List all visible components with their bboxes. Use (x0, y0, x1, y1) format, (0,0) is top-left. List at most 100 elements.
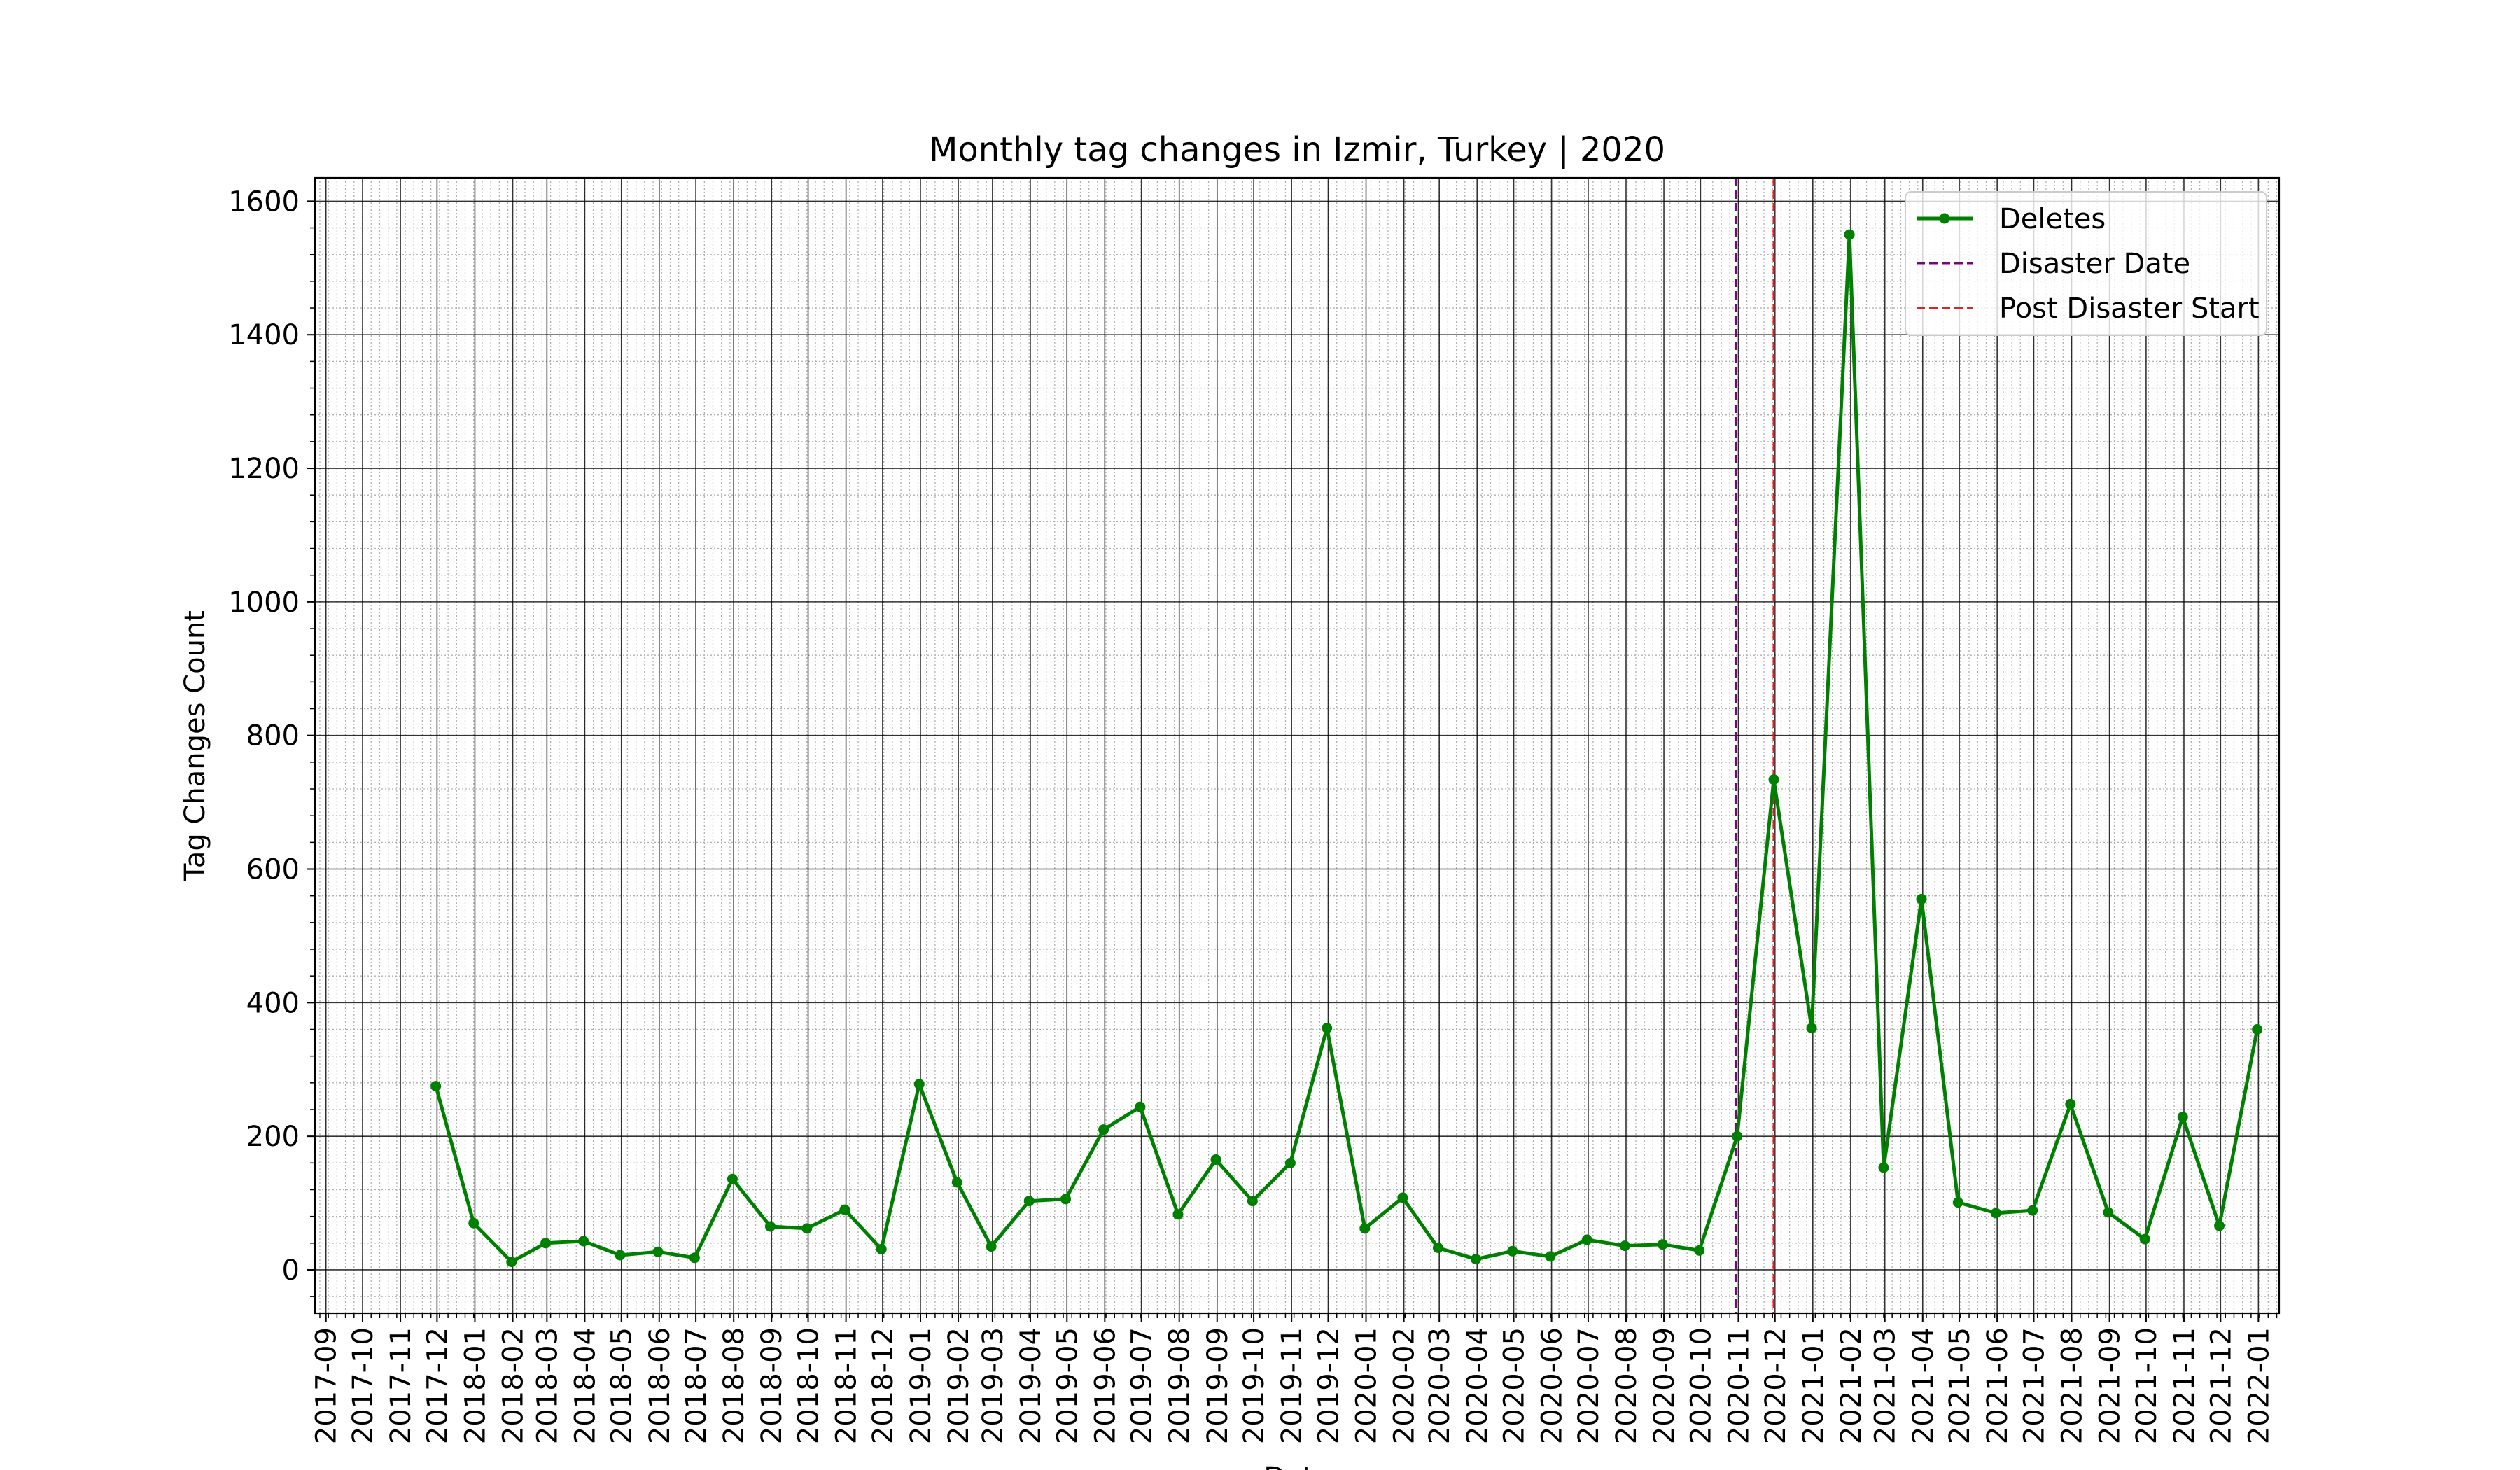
x-tick-label: 2019-03 (977, 1327, 1009, 1444)
x-tick-label: 2021-11 (2169, 1327, 2201, 1444)
data-point (1322, 1023, 1333, 1034)
data-point (689, 1252, 700, 1264)
data-point (1990, 1208, 2001, 1219)
x-tick-label: 2020-04 (1462, 1327, 1494, 1444)
legend-marker-deletes (1939, 213, 1950, 224)
data-point (506, 1256, 517, 1268)
data-point (1732, 1130, 1743, 1142)
x-tick-label: 2020-03 (1424, 1327, 1456, 1444)
data-point (1507, 1245, 1518, 1256)
x-tick-label: 2018-08 (718, 1327, 750, 1444)
data-point (1284, 1157, 1296, 1168)
x-tick-label: 2021-10 (2131, 1327, 2163, 1444)
x-tick-label: 2017-11 (385, 1327, 417, 1444)
data-point (802, 1223, 813, 1234)
x-tick-label: 2020-11 (1723, 1327, 1755, 1444)
x-tick-label: 2020-02 (1389, 1327, 1421, 1444)
y-tick-label: 0 (282, 1254, 300, 1287)
data-point (986, 1241, 997, 1252)
x-tick-label: 2018-04 (569, 1327, 601, 1444)
series-line-deletes (434, 232, 2260, 1264)
legend: Deletes Disaster Date Post Disaster Start (1905, 191, 2267, 336)
x-tick-label: 2019-07 (1126, 1327, 1158, 1444)
data-point (2252, 1024, 2263, 1035)
x-tick-label: 2021-06 (1982, 1327, 2014, 1444)
data-point (652, 1246, 664, 1257)
y-axis: 0 200 400 600 800 1000 1200 1400 1600 (228, 186, 315, 1297)
data-point (1172, 1209, 1184, 1220)
x-axis-label: Date (1264, 1462, 1331, 1470)
data-point (2139, 1233, 2150, 1245)
data-point (2103, 1207, 2114, 1218)
x-tick-label: 2019-11 (1276, 1327, 1308, 1444)
data-point (1952, 1197, 1963, 1208)
x-tick-label: 2018-02 (498, 1327, 530, 1444)
x-tick-label: 2018-07 (680, 1327, 713, 1444)
data-point (1470, 1254, 1481, 1265)
x-tick-label: 2018-06 (644, 1327, 676, 1444)
legend-label-deletes: Deletes (1999, 203, 2106, 235)
x-tick-label: 2017-12 (421, 1327, 454, 1444)
x-tick-label: 2020-05 (1499, 1327, 1531, 1444)
legend-label-disaster-date: Disaster Date (1999, 248, 2190, 280)
x-tick-label: 2022-01 (2243, 1327, 2275, 1444)
data-point (578, 1236, 589, 1247)
legend-box (1905, 191, 2267, 336)
data-point (1619, 1240, 1630, 1252)
data-point (1581, 1234, 1592, 1245)
y-tick-label: 600 (246, 854, 300, 886)
x-axis: 2017-09 2017-10 2017-11 2017-12 2018-01 2018-… (311, 1313, 2278, 1444)
x-tick-label: 2020-12 (1760, 1327, 1792, 1444)
x-tick-label: 2019-12 (1312, 1327, 1345, 1444)
x-tick-label: 2020-06 (1536, 1327, 1569, 1444)
x-tick-label: 2021-12 (2205, 1327, 2237, 1444)
data-point (1397, 1192, 1408, 1203)
x-tick-label: 2021-04 (1907, 1327, 1940, 1444)
data-point (1844, 229, 1855, 240)
data-point (1210, 1154, 1222, 1166)
data-point (1098, 1124, 1110, 1135)
data-point (2214, 1220, 2225, 1231)
x-tick-label: 2021-07 (2018, 1327, 2050, 1444)
data-point (727, 1173, 738, 1184)
x-tick-label: 2020-08 (1611, 1327, 1643, 1444)
data-point (2177, 1111, 2188, 1122)
data-point (1806, 1023, 1817, 1034)
x-tick-label: 2018-01 (459, 1327, 491, 1444)
data-point (1545, 1251, 1556, 1262)
x-tick-label: 2021-03 (1870, 1327, 1902, 1444)
data-point (615, 1250, 626, 1261)
x-tick-label: 2019-09 (1202, 1327, 1234, 1444)
y-tick-label: 200 (246, 1121, 300, 1153)
x-tick-label: 2018-10 (793, 1327, 825, 1444)
x-tick-label: 2018-09 (756, 1327, 788, 1444)
x-tick-label: 2017-10 (347, 1327, 379, 1444)
x-tick-label: 2019-06 (1089, 1327, 1121, 1444)
y-tick-label: 1000 (228, 587, 300, 619)
data-point (468, 1217, 479, 1228)
x-tick-label: 2020-01 (1351, 1327, 1383, 1444)
x-tick-label: 2019-01 (905, 1327, 937, 1444)
legend-label-post-disaster-start: Post Disaster Start (1999, 293, 2260, 325)
x-tick-label: 2021-09 (2094, 1327, 2127, 1444)
data-point (913, 1079, 925, 1090)
data-point (1247, 1196, 1258, 1207)
x-tick-label: 2019-08 (1164, 1327, 1196, 1444)
x-tick-label: 2018-12 (867, 1327, 899, 1444)
x-tick-label: 2019-10 (1238, 1327, 1270, 1444)
data-point (1359, 1223, 1371, 1234)
y-tick-label: 1600 (228, 186, 300, 218)
data-point (540, 1238, 552, 1249)
y-tick-label: 1200 (228, 453, 300, 485)
data-point (951, 1177, 962, 1188)
data-point (1657, 1239, 1668, 1250)
x-tick-label: 2021-05 (1944, 1327, 1976, 1444)
x-tick-label: 2019-04 (1015, 1327, 1047, 1444)
x-tick-label: 2017-09 (311, 1327, 343, 1444)
data-point (2027, 1205, 2038, 1216)
chart-title: Monthly tag changes in Izmir, Turkey | 2… (929, 130, 1665, 169)
x-tick-label: 2020-09 (1648, 1327, 1681, 1444)
data-point (1768, 774, 1779, 785)
grid-minor (315, 178, 2279, 1313)
